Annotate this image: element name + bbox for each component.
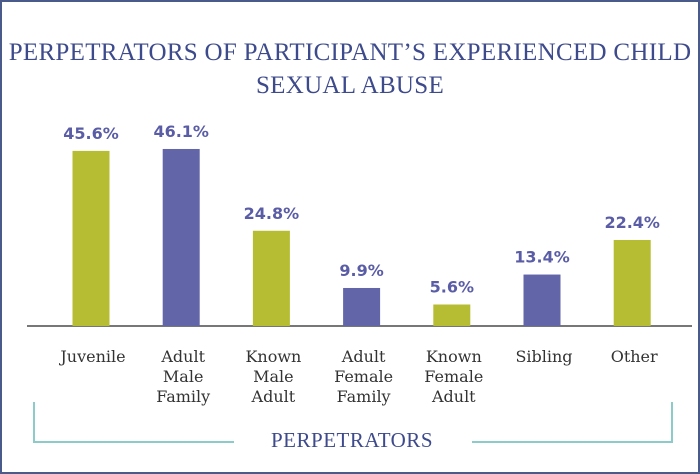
- bar: [72, 150, 110, 326]
- x-tick-label: Sibling: [515, 347, 573, 366]
- x-tick-label: Adult Female Family: [334, 347, 394, 406]
- chart-title: PERPETRATORS OF PARTICIPANT’S EXPERIENCE…: [8, 39, 692, 99]
- bar: [252, 230, 290, 326]
- x-tick-label: Other: [610, 347, 658, 366]
- value-label: 9.9%: [339, 261, 383, 280]
- value-label: 24.8%: [244, 204, 300, 223]
- x-tick-label: Adult Male Family: [156, 347, 211, 406]
- bracket: [33, 402, 673, 443]
- bar: [613, 239, 651, 326]
- x-axis-label: PERPETRATORS: [271, 428, 433, 452]
- value-label: 45.6%: [63, 124, 119, 143]
- bar: [162, 148, 200, 326]
- x-tick-label: Juvenile: [60, 347, 126, 366]
- value-label: 46.1%: [153, 122, 209, 141]
- bar: [523, 274, 561, 326]
- value-label: 13.4%: [514, 248, 570, 267]
- value-label: 5.6%: [430, 277, 474, 296]
- x-tick-label: Known Female Adult: [424, 347, 484, 406]
- x-tick-label: Known Male Adult: [245, 347, 302, 406]
- value-label: 22.4%: [604, 213, 660, 232]
- bar: [343, 287, 381, 326]
- bar: [433, 304, 471, 326]
